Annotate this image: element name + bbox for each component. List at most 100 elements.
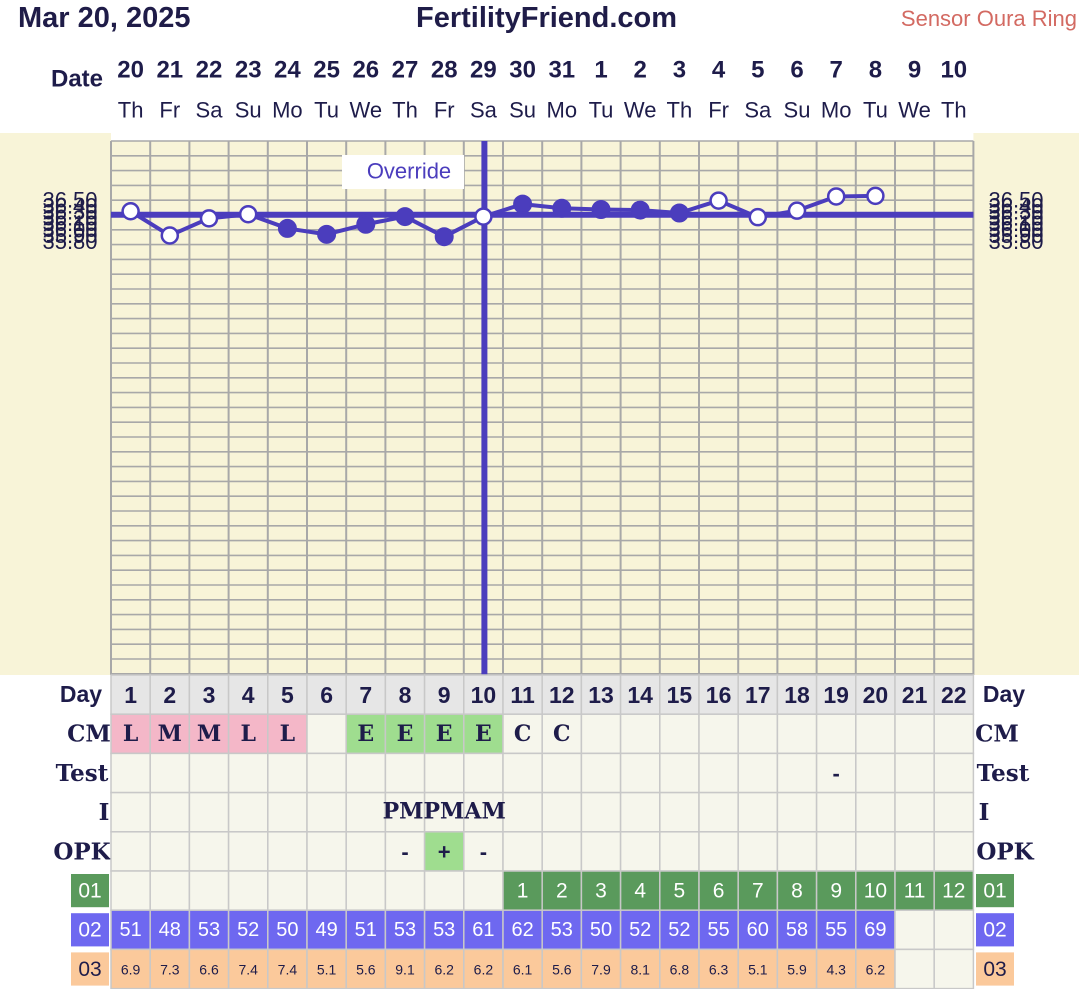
cm-cell	[933, 713, 975, 755]
row02-value: 51	[119, 919, 141, 941]
row01-right-label: 01	[983, 880, 1006, 903]
test-value: -	[833, 761, 840, 786]
row01-cell	[463, 870, 504, 911]
temperature-point[interactable]	[630, 200, 650, 220]
date-number: 4	[712, 57, 726, 84]
y-tick-label-right: 36.30	[988, 199, 1043, 224]
row01-cell	[188, 870, 230, 911]
i-cell	[188, 791, 230, 833]
temperature-point[interactable]	[552, 198, 572, 218]
cm-cell	[188, 713, 230, 755]
date-number: 6	[790, 57, 803, 84]
row01-value: 1	[517, 880, 529, 903]
opk-cell	[267, 831, 308, 872]
temperature-point[interactable]	[160, 226, 180, 245]
row03-cell	[227, 948, 269, 989]
test-cell	[698, 752, 739, 794]
row01-cell	[502, 870, 543, 911]
temperature-point[interactable]	[121, 201, 140, 221]
site-title: FertilityFriend.com	[416, 2, 678, 34]
i-cell	[110, 791, 151, 833]
i-cell	[502, 791, 543, 833]
row02-value: 50	[276, 919, 298, 941]
cm-cell	[659, 713, 700, 755]
row02-value: 55	[707, 919, 729, 941]
date-number: 20	[117, 57, 144, 84]
opk-cell	[894, 831, 935, 872]
cm-value: M	[197, 721, 221, 747]
day-cell	[502, 674, 543, 715]
i-cell	[659, 791, 700, 833]
temperature-point[interactable]	[277, 218, 297, 238]
temperature-point[interactable]	[238, 204, 258, 224]
cm-cell	[619, 713, 661, 755]
weekday-label: Tu	[589, 98, 614, 123]
row03-cell	[659, 948, 700, 989]
test-cell	[227, 752, 269, 794]
weekday-label: Su	[509, 98, 536, 123]
cm-cell	[463, 713, 504, 755]
test-cell	[267, 752, 308, 794]
y-tick-label-left: 36.00	[42, 217, 97, 242]
cm-cell	[423, 713, 465, 755]
row01-cell	[815, 870, 857, 911]
temperature-point[interactable]	[513, 194, 533, 214]
temperature-point[interactable]	[709, 191, 728, 210]
temperature-point[interactable]	[669, 203, 689, 223]
row01-cell	[227, 870, 269, 911]
cycle-day-number: 16	[706, 682, 732, 708]
weekday-label: Th	[392, 98, 418, 123]
cycle-day-number: 18	[784, 682, 810, 708]
date-number: 29	[470, 57, 497, 84]
day-cell	[933, 674, 975, 715]
date-number: 28	[431, 57, 458, 84]
date-number: 27	[392, 57, 419, 84]
temperature-point[interactable]	[826, 187, 846, 206]
row01-left-badge	[71, 874, 109, 908]
row02-value: 49	[315, 919, 337, 941]
temperature-point[interactable]	[748, 207, 768, 227]
row02-cell	[345, 909, 387, 951]
temperature-point[interactable]	[317, 224, 337, 244]
opk-cell	[698, 831, 739, 872]
i-cell	[267, 791, 308, 833]
test-cell	[659, 752, 700, 794]
day-cell	[463, 674, 504, 715]
temperature-point[interactable]	[434, 227, 454, 247]
row01-value: 12	[942, 880, 965, 903]
override-label: Override	[367, 159, 451, 184]
cycle-day-number: 2	[163, 682, 176, 708]
row01-cell	[541, 870, 583, 911]
temperature-point[interactable]	[474, 207, 493, 226]
sensor-label: Sensor Oura Ring	[900, 6, 1077, 31]
cm-cell	[815, 713, 857, 755]
temperature-point[interactable]	[866, 186, 885, 206]
temperature-point[interactable]	[199, 209, 219, 228]
weekday-label: Tu	[314, 98, 339, 123]
date-number: 8	[869, 57, 882, 84]
weekday-label: Th	[118, 98, 144, 123]
cycle-day-number: 22	[941, 682, 967, 708]
row02-cell	[267, 909, 308, 951]
opk-cell	[384, 831, 426, 872]
date-number: 31	[548, 57, 575, 84]
y-tick-label-left: 36.40	[42, 193, 97, 218]
weekday-label: Sa	[744, 98, 772, 123]
row02-value: 52	[237, 919, 259, 941]
weekday-label: Sa	[470, 98, 498, 123]
cm-cell	[698, 713, 739, 755]
temperature-point[interactable]	[591, 199, 611, 219]
opk-cell	[815, 831, 857, 872]
cm-cell	[855, 713, 896, 755]
cycle-day-number: 8	[399, 682, 412, 708]
test-row-label-right: Test	[977, 760, 1030, 787]
row03-cell	[894, 948, 935, 989]
temperature-point[interactable]	[395, 207, 415, 227]
row03-value: 6.1	[513, 961, 533, 977]
cm-value: L	[280, 721, 295, 747]
opk-cell	[306, 831, 347, 872]
opk-cell	[227, 831, 269, 872]
temperature-point[interactable]	[356, 214, 376, 234]
opk-cell	[541, 831, 583, 872]
temperature-point[interactable]	[787, 201, 807, 220]
